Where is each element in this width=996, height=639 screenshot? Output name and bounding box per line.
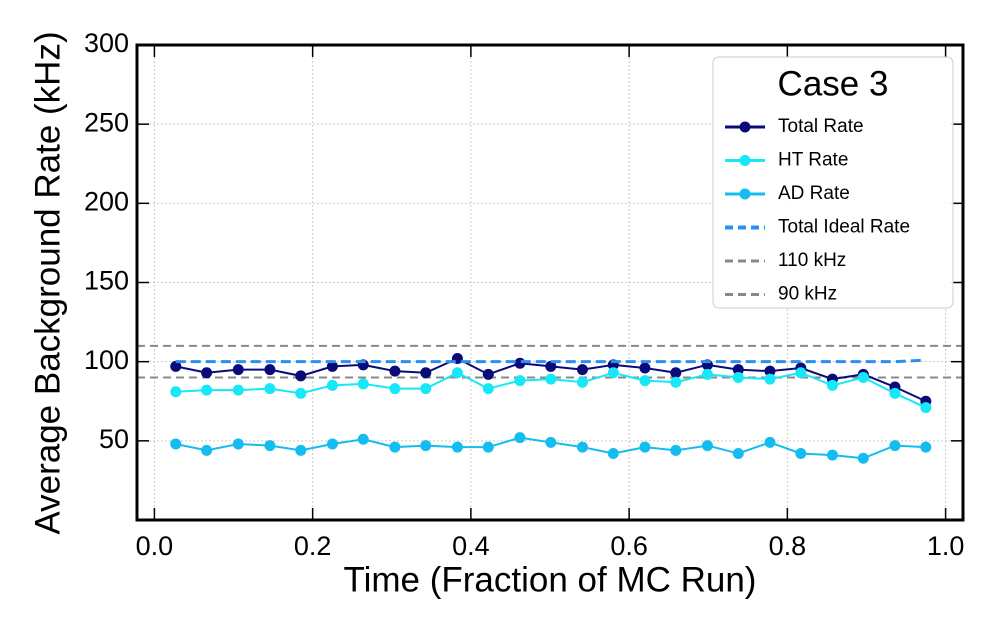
legend-label: HT Rate (778, 150, 848, 171)
legend-title: Case 3 (778, 64, 889, 103)
data-point (826, 379, 838, 391)
x-tick-label: 0.8 (769, 531, 807, 561)
data-point (389, 441, 401, 453)
data-point (545, 436, 557, 448)
legend-label: AD Rate (778, 183, 850, 204)
data-point (357, 378, 369, 390)
data-point (545, 360, 557, 372)
legend-label: Total Rate (778, 116, 864, 137)
y-tick-label: 250 (84, 107, 129, 137)
data-point (764, 365, 776, 377)
data-point (170, 386, 182, 398)
x-tick-label: 0.6 (610, 531, 648, 561)
data-point (201, 367, 213, 379)
data-point (889, 440, 901, 452)
legend-marker (739, 155, 751, 166)
data-point (732, 372, 744, 383)
data-point (639, 362, 651, 374)
data-point (514, 432, 526, 444)
data-point (232, 384, 244, 396)
data-point (295, 387, 307, 399)
data-point (857, 452, 869, 464)
data-point (389, 383, 401, 395)
x-tick-label: 0.2 (294, 531, 332, 561)
data-point (389, 365, 401, 377)
data-point (857, 372, 869, 383)
data-point (420, 383, 432, 395)
y-tick-label: 150 (84, 266, 129, 296)
data-point (420, 367, 432, 379)
legend-label: Total Ideal Rate (778, 217, 910, 238)
data-point (764, 436, 776, 448)
data-point (295, 444, 307, 456)
x-tick-label: 0.4 (452, 531, 490, 561)
data-point (326, 379, 338, 391)
data-point (795, 367, 807, 379)
data-point (295, 370, 307, 382)
data-point (482, 383, 494, 395)
data-point (670, 367, 682, 379)
legend-box (712, 56, 954, 309)
y-tick-label: 50 (99, 424, 129, 454)
data-point (607, 448, 619, 459)
data-point (701, 440, 713, 452)
legend-marker (739, 188, 751, 200)
data-point (514, 375, 526, 387)
y-tick-label: 300 (84, 28, 129, 58)
data-point (482, 368, 494, 380)
x-axis-label: Time (Fraction of MC Run) (344, 560, 757, 599)
data-point (201, 444, 213, 456)
data-point (576, 441, 588, 453)
y-tick-label: 200 (84, 186, 129, 216)
data-point (201, 384, 213, 396)
data-point (639, 375, 651, 387)
data-point (232, 438, 244, 450)
data-point (451, 367, 463, 379)
data-point (889, 387, 901, 399)
data-point (670, 444, 682, 456)
x-tick-label: 1.0 (927, 531, 965, 561)
x-tick-label: 0.0 (136, 531, 174, 561)
data-point (170, 360, 182, 372)
plot-frame (135, 43, 965, 522)
data-point (607, 367, 619, 379)
data-point (670, 376, 682, 388)
data-point (639, 441, 651, 453)
data-point (264, 383, 276, 395)
data-point (795, 448, 807, 459)
data-point (514, 357, 526, 369)
data-point (420, 440, 432, 452)
data-point (920, 402, 932, 414)
data-point (576, 364, 588, 376)
data-point (264, 440, 276, 452)
series-line (175, 358, 926, 364)
data-point (326, 360, 338, 372)
data-point (451, 441, 463, 453)
legend-marker (739, 121, 751, 133)
y-axis-label: Average Background Rate (kHz) (28, 31, 67, 534)
legend: Case 3 Total Rate HT Rate AD Rate Total Idea… (712, 56, 954, 309)
data-point (326, 438, 338, 450)
data-point (170, 438, 182, 450)
data-point (357, 433, 369, 445)
data-point (732, 448, 744, 459)
data-point (576, 376, 588, 388)
data-point (701, 368, 713, 380)
data-point (732, 364, 744, 376)
legend-label: 90 kHz (778, 284, 837, 305)
data-point (764, 373, 776, 385)
data-point (826, 449, 838, 461)
data-point (920, 441, 932, 453)
data-point (232, 364, 244, 376)
y-tick-label: 100 (84, 345, 129, 375)
legend-label: 110 kHz (778, 250, 846, 271)
data-point (264, 364, 276, 376)
data-point (482, 441, 494, 453)
data-point (545, 373, 557, 385)
